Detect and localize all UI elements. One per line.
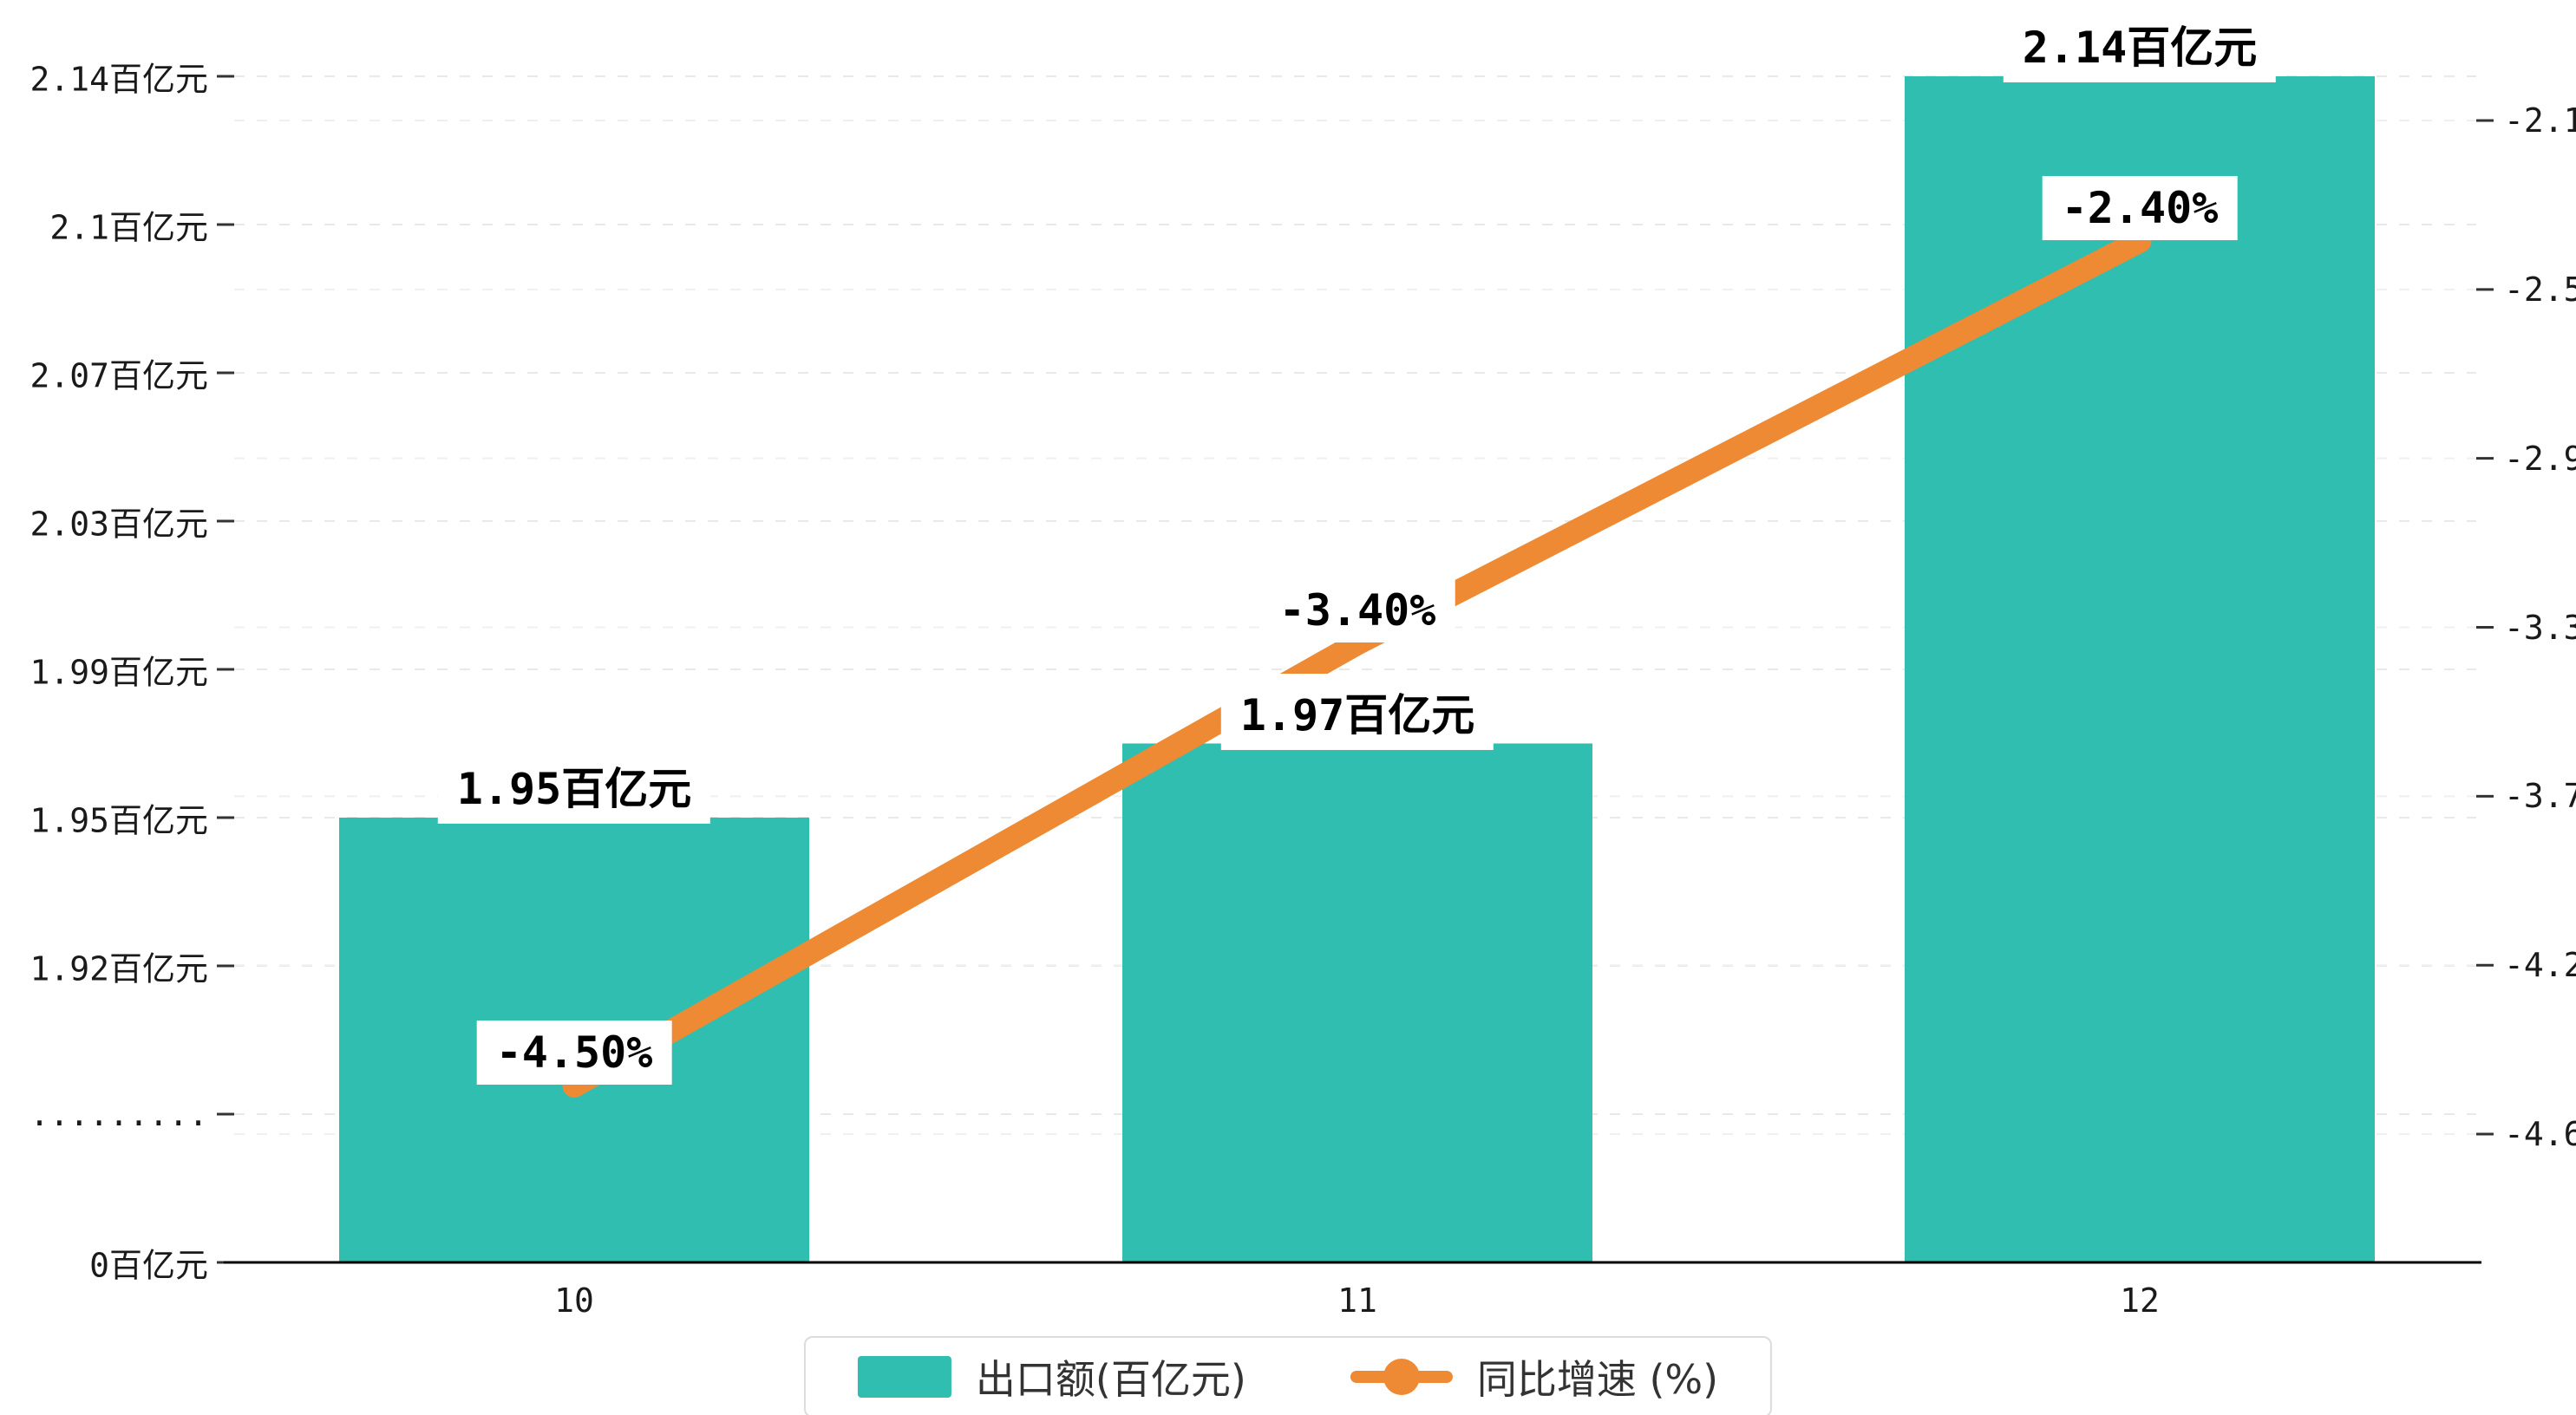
y2-axis-tick-label: -2.52 bbox=[2504, 270, 2576, 309]
y-axis-tick-label: 2.07百亿元 bbox=[29, 356, 208, 395]
legend-line-swatch bbox=[1350, 1359, 1453, 1395]
legend-item-exports[interactable]: 出口额(百亿元) bbox=[857, 1348, 1246, 1405]
legend-label-exports: 出口额(百亿元) bbox=[975, 1356, 1246, 1403]
y-axis-tick-label: 0百亿元 bbox=[89, 1246, 208, 1285]
y-axis-tick-label: 1.95百亿元 bbox=[29, 801, 208, 840]
y2-axis-tick-label: -3.78 bbox=[2504, 777, 2576, 816]
y2-axis-tick-label: -3.36 bbox=[2504, 608, 2576, 647]
bar-12[interactable] bbox=[1905, 76, 2375, 1262]
bar-value-label: 1.95百亿元 bbox=[437, 747, 711, 824]
x-axis-tick-label: 12 bbox=[2120, 1281, 2160, 1320]
bar-11[interactable] bbox=[1122, 743, 1592, 1263]
legend-bar-swatch bbox=[857, 1356, 951, 1398]
y-axis-tick-label: 2.1百亿元 bbox=[49, 208, 208, 247]
legend-label-growth: 同比增速 (%) bbox=[1476, 1356, 1719, 1403]
y2-axis-tick-label: -4.62 bbox=[2504, 1115, 2576, 1154]
legend: 出口额(百亿元) 同比增速 (%) bbox=[803, 1336, 1773, 1415]
x-axis-tick-label: 10 bbox=[554, 1281, 594, 1320]
line-value-label: -2.40% bbox=[2042, 176, 2238, 241]
line-value-label: -4.50% bbox=[476, 1020, 672, 1086]
x-axis-tick-label: 11 bbox=[1337, 1281, 1377, 1320]
y2-axis-tick-label: -2.94 bbox=[2504, 439, 2576, 478]
y2-axis-tick-label: -4.20 bbox=[2504, 946, 2576, 985]
legend-item-growth[interactable]: 同比增速 (%) bbox=[1350, 1348, 1718, 1405]
bar-value-label: 1.97百亿元 bbox=[1220, 673, 1494, 750]
y-axis-tick-label: 2.14百亿元 bbox=[29, 60, 208, 99]
y-axis-tick-label: ......... bbox=[29, 1095, 208, 1133]
y-axis-tick-label: 1.92百亿元 bbox=[29, 949, 208, 988]
line-value-label: -3.40% bbox=[1259, 578, 1455, 643]
y2-axis-tick-label: -2.10 bbox=[2504, 101, 2576, 140]
growth-line[interactable] bbox=[562, 229, 2152, 1098]
y-axis-tick-label: 1.99百亿元 bbox=[29, 653, 208, 692]
legend-line-dot bbox=[1383, 1359, 1420, 1395]
y-axis-tick-label: 2.03百亿元 bbox=[29, 505, 208, 544]
bar-value-label: 2.14百亿元 bbox=[2003, 6, 2277, 82]
